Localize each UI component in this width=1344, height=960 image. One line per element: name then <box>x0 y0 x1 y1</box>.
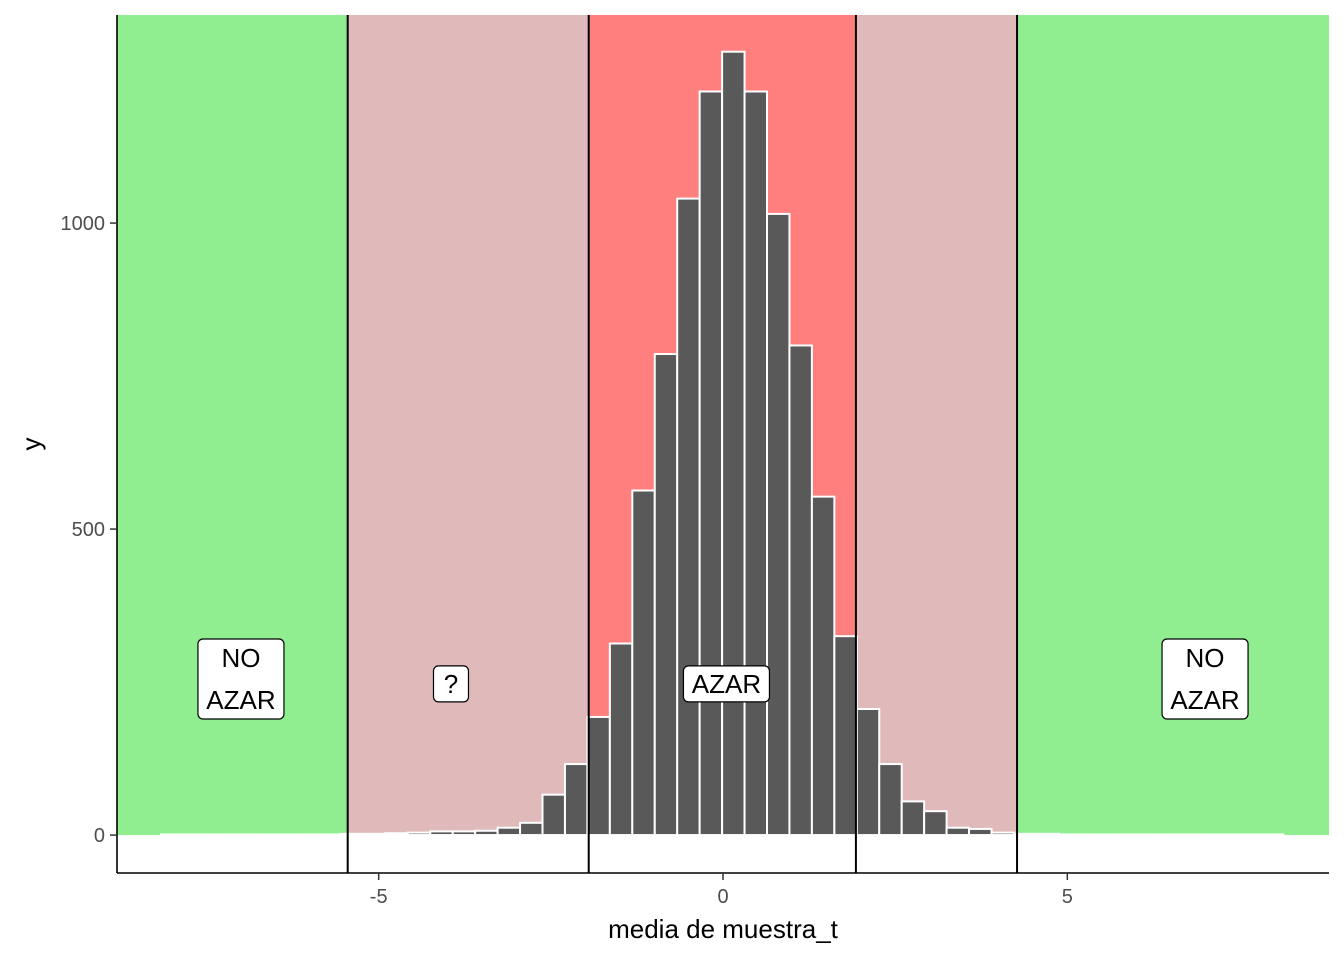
x-tick-label: -5 <box>370 886 388 908</box>
histogram-bar <box>810 495 836 837</box>
zone-label-box <box>432 665 470 703</box>
histogram-bar <box>923 810 948 837</box>
histogram-bar <box>743 90 769 837</box>
zone-label: ? <box>432 665 470 703</box>
histogram-bar <box>159 833 185 837</box>
histogram-bar <box>833 635 858 837</box>
histogram-bar <box>1237 833 1262 837</box>
x-tick-label: 5 <box>1062 886 1073 908</box>
histogram-bar <box>788 344 813 837</box>
histogram-bar <box>608 642 634 837</box>
zone-label-box <box>197 638 285 720</box>
y-tick-label: 500 <box>72 519 105 541</box>
histogram-bar <box>1214 833 1240 837</box>
histogram-bar <box>878 763 903 837</box>
histogram-bar <box>294 833 320 837</box>
histogram-bar <box>182 833 207 837</box>
threshold-lines <box>346 15 1019 873</box>
histogram-bar <box>1259 833 1285 837</box>
region-3 <box>855 15 1018 836</box>
zone-label: AZAR <box>682 665 771 703</box>
histogram-bar <box>1170 833 1195 837</box>
histogram-bar <box>339 832 364 837</box>
histogram-bar <box>766 212 791 837</box>
histogram-bar <box>968 827 993 837</box>
zone-label: NO AZAR <box>197 638 285 720</box>
histogram-bar <box>1035 832 1060 837</box>
histogram-bar <box>429 830 454 837</box>
y-tick-label: 0 <box>94 825 105 847</box>
histogram-bar <box>676 197 701 837</box>
zone-label-text: NO <box>221 643 260 673</box>
zone-label-text: NO <box>1186 643 1225 673</box>
zone-label-box <box>1161 638 1249 720</box>
histogram-bar <box>204 833 230 837</box>
histogram-bar <box>384 832 409 837</box>
histogram-bar <box>519 821 544 837</box>
histogram-bar <box>990 831 1015 837</box>
axis-ticks: -5 0 5 0 500 1000 <box>61 213 1073 908</box>
histogram-bar <box>631 489 656 837</box>
histogram-bar <box>721 50 746 837</box>
histogram-bar <box>855 707 881 837</box>
zone-label-text: AZAR <box>206 685 275 715</box>
x-axis-title: media de muestra_t <box>608 914 839 944</box>
y-tick-label: 1000 <box>61 213 106 235</box>
histogram-bar <box>1080 833 1105 837</box>
region-1 <box>347 15 589 836</box>
histogram-bar <box>317 833 342 837</box>
histogram-bar <box>451 830 477 837</box>
histogram-bar <box>541 793 566 837</box>
histogram-bar <box>1125 833 1150 837</box>
histogram-bar <box>406 831 432 837</box>
zone-label-text: AZAR <box>1170 685 1239 715</box>
histogram-bar <box>586 715 611 837</box>
zone-label-text: ? <box>444 669 458 699</box>
histogram-bar <box>900 800 926 837</box>
zone-label-text: AZAR <box>692 669 761 699</box>
histogram-bar <box>474 829 499 837</box>
histogram-bar <box>698 90 724 837</box>
histogram-bar <box>1192 833 1217 837</box>
y-axis-title: y <box>16 438 46 451</box>
histogram-bar <box>1147 833 1173 837</box>
zone-labels: NO AZAR? AZAR NO AZAR <box>197 638 1249 720</box>
histogram-bar <box>653 353 679 837</box>
histogram-bar <box>272 833 297 837</box>
histogram-bar <box>945 826 971 837</box>
zone-label-box <box>682 665 771 703</box>
histogram-bar <box>249 833 275 837</box>
histogram-bar <box>361 832 387 837</box>
histogram-bar <box>1102 833 1128 837</box>
histogram-bar <box>563 763 589 837</box>
histogram-bar <box>227 833 252 837</box>
histogram-bar <box>1057 833 1083 837</box>
x-tick-label: 0 <box>717 886 728 908</box>
zone-label: NO AZAR <box>1161 638 1249 720</box>
histogram-bar <box>496 826 522 837</box>
